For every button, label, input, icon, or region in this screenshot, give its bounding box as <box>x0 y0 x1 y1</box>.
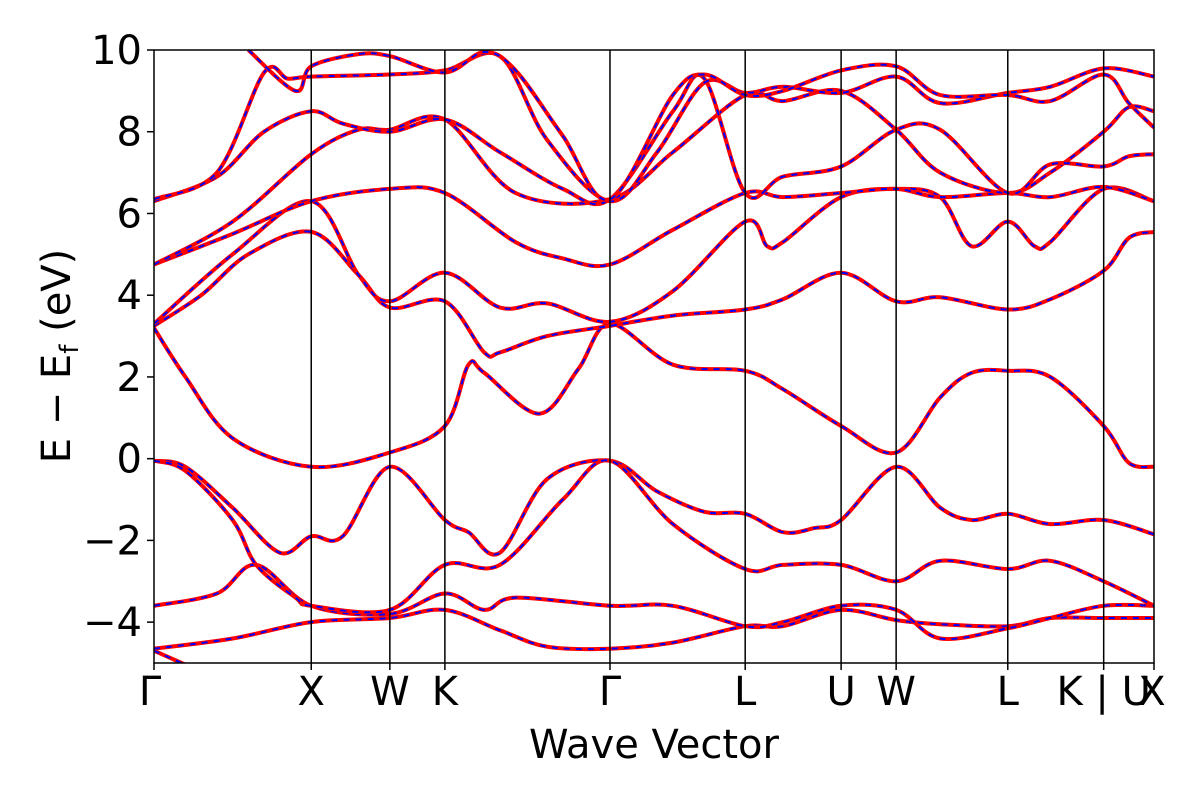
y-axis-ticks: −4 −2 0 2 4 6 8 10 <box>83 28 154 646</box>
y-axis-label: E − Ef (eV) <box>34 249 85 464</box>
svg-text:E − Ef (eV): E − Ef (eV) <box>34 249 85 464</box>
y-tick-label-1: −2 <box>83 518 142 564</box>
x-tick-label-0: Γ <box>139 669 162 715</box>
x-tick-label-2: W <box>370 669 410 715</box>
y-tick-label-5: 6 <box>117 191 142 237</box>
x-tick-label-5: L <box>734 669 757 715</box>
band-line-blue-dashed-10 <box>154 73 1154 206</box>
x-tick-label-1: X <box>298 669 325 715</box>
y-tick-label-0: −4 <box>83 600 142 646</box>
band-line-blue-dashed-0 <box>154 649 185 663</box>
band-line-red-9 <box>154 87 1154 267</box>
y-tick-label-3: 2 <box>117 355 142 401</box>
band-line-blue-dashed-4 <box>154 459 1154 614</box>
band-line-blue-dashed-6 <box>154 230 1154 358</box>
y-axis-label-unit: (eV) <box>34 249 80 345</box>
band-line-red-2 <box>154 562 1154 642</box>
y-axis-label-main: E − E <box>34 354 80 464</box>
x-tick-label-4: Γ <box>599 669 622 715</box>
band-line-red-8 <box>154 184 1154 269</box>
band-line-red-5 <box>154 321 1154 470</box>
band-line-red-6 <box>154 229 1154 359</box>
y-tick-label-7: 10 <box>91 28 142 74</box>
band-line-blue-dashed-9 <box>154 88 1154 266</box>
x-tick-label-8: L <box>997 669 1020 715</box>
kpoint-lines <box>310 50 1105 663</box>
y-tick-label-2: 0 <box>117 437 142 483</box>
x-tick-label-3: K <box>432 669 460 715</box>
y-axis-label-subscript: f <box>55 344 85 354</box>
band-line-red-12 <box>246 50 1154 202</box>
x-tick-label-6: U <box>826 669 855 715</box>
band-line-blue-dashed-5 <box>154 322 1154 469</box>
band-line-blue-dashed-11 <box>154 51 1154 203</box>
x-tick-label-9: K | U <box>1056 669 1150 715</box>
band-line-blue-dashed-12 <box>247 50 1154 201</box>
plot-frame <box>153 49 1155 664</box>
x-tick-label-10: X <box>1138 669 1165 715</box>
y-tick-label-4: 4 <box>117 273 142 319</box>
band-line-red-0 <box>154 648 187 663</box>
band-line-blue-dashed-7 <box>154 186 1154 325</box>
x-tick-label-7: W <box>876 669 916 715</box>
band-line-red-4 <box>154 458 1154 615</box>
x-axis-label: Wave Vector <box>529 722 780 768</box>
y-tick-label-6: 8 <box>117 110 142 156</box>
band-line-blue-dashed-8 <box>154 185 1154 268</box>
bands-layer <box>154 50 1154 663</box>
